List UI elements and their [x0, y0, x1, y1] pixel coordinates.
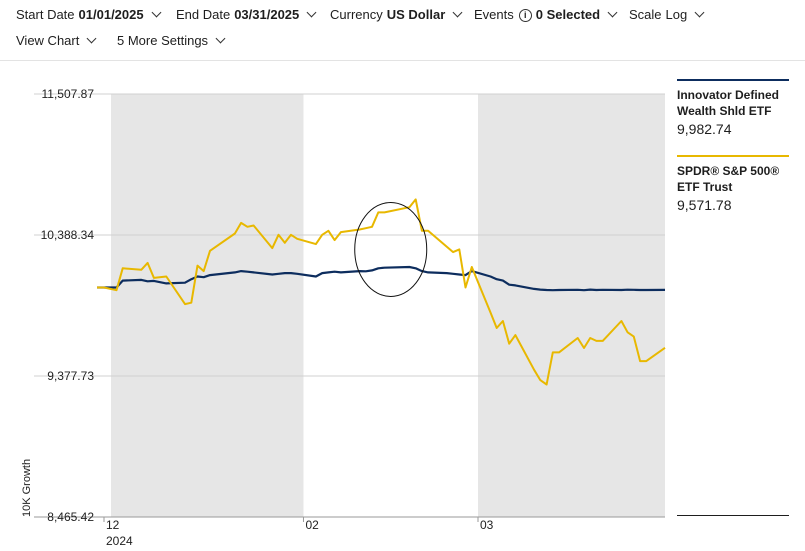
- events-dropdown[interactable]: Events i 0 Selected: [474, 7, 618, 23]
- y-tick-label: 10,388.34: [41, 228, 95, 242]
- currency-dropdown[interactable]: Currency US Dollar: [330, 7, 463, 23]
- end-date-label: End Date: [176, 7, 231, 22]
- legend-item-spdr: SPDR® S&P 500® ETF Trust 9,571.78: [677, 155, 789, 214]
- y-axis-title: 10K Growth: [21, 459, 33, 517]
- legend-swatch-spdr: [677, 155, 789, 157]
- end-date-dropdown[interactable]: End Date 03/31/2025: [176, 7, 317, 23]
- chevron-down-icon: [215, 33, 226, 44]
- x-tick-label: 03: [480, 518, 494, 532]
- end-date-value: 03/31/2025: [234, 7, 300, 22]
- shaded-month-band: [478, 94, 665, 517]
- legend-value: 9,571.78: [677, 197, 732, 213]
- start-date-label: Start Date: [16, 7, 75, 22]
- legend-name: Innovator Defined Wealth Shld ETF: [677, 88, 780, 118]
- view-chart-label: View Chart: [16, 33, 80, 48]
- scale-dropdown[interactable]: Scale Log: [629, 7, 705, 23]
- series-line-innovator: [97, 265, 666, 292]
- series-line-spdr: [97, 198, 666, 386]
- y-tick-label: 9,377.73: [47, 369, 94, 383]
- scale-label: Scale: [629, 7, 662, 22]
- start-date-value: 01/01/2025: [78, 7, 144, 22]
- chevron-down-icon: [607, 7, 618, 18]
- annotation-ellipse: [354, 201, 428, 297]
- view-chart-dropdown[interactable]: View Chart: [16, 33, 97, 49]
- x-tick-label: 02: [305, 518, 319, 532]
- legend-swatch-innovator: [677, 79, 789, 81]
- y-tick-label: 11,507.87: [42, 87, 95, 101]
- legend-name: SPDR® S&P 500® ETF Trust: [677, 164, 780, 194]
- chart-toolbar: Start Date 01/01/2025 End Date 03/31/2025 …: [0, 0, 805, 61]
- chevron-down-icon: [86, 33, 97, 44]
- growth-line-chart: 11,507.87 10,388.34 9,377.73 8,465.42 12 2024…: [21, 87, 666, 548]
- start-date-dropdown[interactable]: Start Date 01/01/2025: [16, 7, 162, 23]
- y-tick-label: 8,465.42: [47, 510, 94, 524]
- chevron-down-icon: [306, 7, 317, 18]
- events-value: 0 Selected: [535, 7, 601, 22]
- currency-label: Currency: [330, 7, 383, 22]
- shaded-month-band: [111, 94, 304, 517]
- legend-divider: [677, 515, 789, 516]
- legend-value: 9,982.74: [677, 121, 732, 137]
- chevron-down-icon: [452, 7, 463, 18]
- legend-item-innovator: Innovator Defined Wealth Shld ETF 9,982.…: [677, 79, 789, 138]
- scale-value: Log: [665, 7, 688, 22]
- events-label: Events: [474, 7, 514, 22]
- more-settings-label: 5 More Settings: [117, 33, 209, 48]
- chevron-down-icon: [151, 7, 162, 18]
- x-tick-sublabel: 2024: [106, 534, 133, 548]
- x-tick-label: 12: [106, 518, 120, 532]
- more-settings-dropdown[interactable]: 5 More Settings: [117, 33, 226, 49]
- chevron-down-icon: [694, 7, 705, 18]
- currency-value: US Dollar: [386, 7, 446, 22]
- info-icon[interactable]: i: [518, 9, 532, 22]
